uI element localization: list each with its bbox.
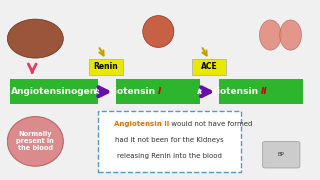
Ellipse shape [7, 19, 63, 58]
FancyBboxPatch shape [263, 141, 300, 168]
Text: Angiotensinogen: Angiotensinogen [11, 87, 97, 96]
FancyBboxPatch shape [11, 79, 98, 104]
Text: Angiotensin II: Angiotensin II [114, 121, 169, 127]
FancyBboxPatch shape [116, 79, 200, 104]
FancyBboxPatch shape [98, 111, 241, 172]
Text: releasing Renin into the blood: releasing Renin into the blood [117, 153, 222, 159]
Text: Angiotensin: Angiotensin [197, 87, 261, 96]
Text: I: I [158, 87, 162, 96]
FancyBboxPatch shape [89, 59, 123, 75]
Ellipse shape [260, 20, 281, 50]
Text: ACE: ACE [201, 62, 217, 71]
Text: BP: BP [278, 152, 285, 157]
Text: Renin: Renin [94, 62, 118, 71]
Text: would not have formed: would not have formed [170, 121, 253, 127]
FancyBboxPatch shape [192, 59, 226, 75]
Text: II: II [261, 87, 268, 96]
Ellipse shape [143, 15, 174, 48]
Text: Normally
present in
the blood: Normally present in the blood [16, 131, 54, 151]
Ellipse shape [7, 117, 63, 166]
Ellipse shape [280, 20, 301, 50]
Text: Angiotensin: Angiotensin [94, 87, 158, 96]
Text: had it not been for the Kidneys: had it not been for the Kidneys [115, 137, 224, 143]
FancyBboxPatch shape [219, 79, 303, 104]
